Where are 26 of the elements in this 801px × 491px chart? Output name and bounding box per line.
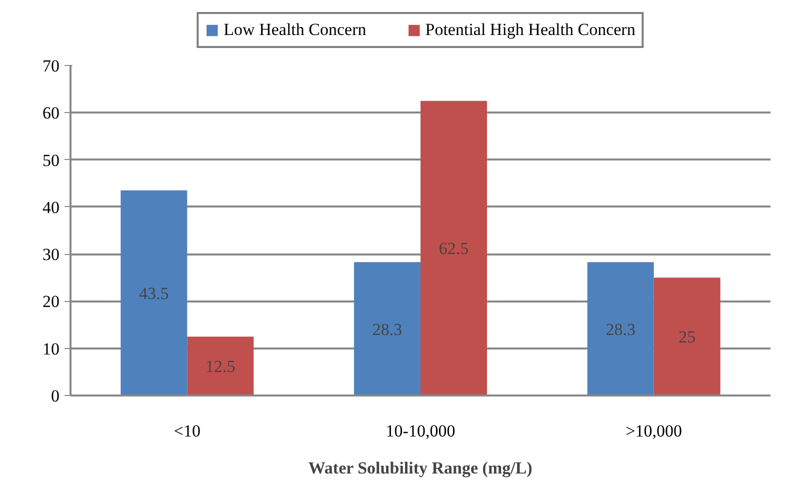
y-tick-label: 40 xyxy=(42,198,60,217)
y-tick-label: 30 xyxy=(42,245,60,264)
data-label: 62.5 xyxy=(438,239,469,258)
y-tick-label: 0 xyxy=(51,386,60,406)
y-tick-label: 70 xyxy=(42,56,60,76)
bar xyxy=(354,262,420,396)
data-label: 43.5 xyxy=(139,284,169,303)
bar xyxy=(587,262,654,396)
x-tick-label: 10-10,000 xyxy=(386,422,456,440)
x-tick-label: >10,000 xyxy=(626,422,682,440)
data-label: 25 xyxy=(678,328,696,347)
x-axis-title: Water Solubility Range (mg/L) xyxy=(308,458,532,478)
data-label: 28.3 xyxy=(606,320,636,339)
bar xyxy=(654,278,720,396)
y-tick-label: 10 xyxy=(42,339,60,358)
legend-label: Potential High Health Concern xyxy=(425,20,636,40)
y-tick-label: 20 xyxy=(42,292,60,312)
x-tick-label: <10 xyxy=(174,422,200,440)
y-tick-label: 50 xyxy=(42,150,60,170)
legend-label: Low Health Concern xyxy=(224,20,366,40)
bar xyxy=(420,100,487,396)
data-label: 28.3 xyxy=(372,320,402,339)
bar xyxy=(120,190,188,396)
y-tick-label: 60 xyxy=(42,104,60,123)
bar xyxy=(187,336,254,396)
data-label: 12.5 xyxy=(206,357,236,376)
